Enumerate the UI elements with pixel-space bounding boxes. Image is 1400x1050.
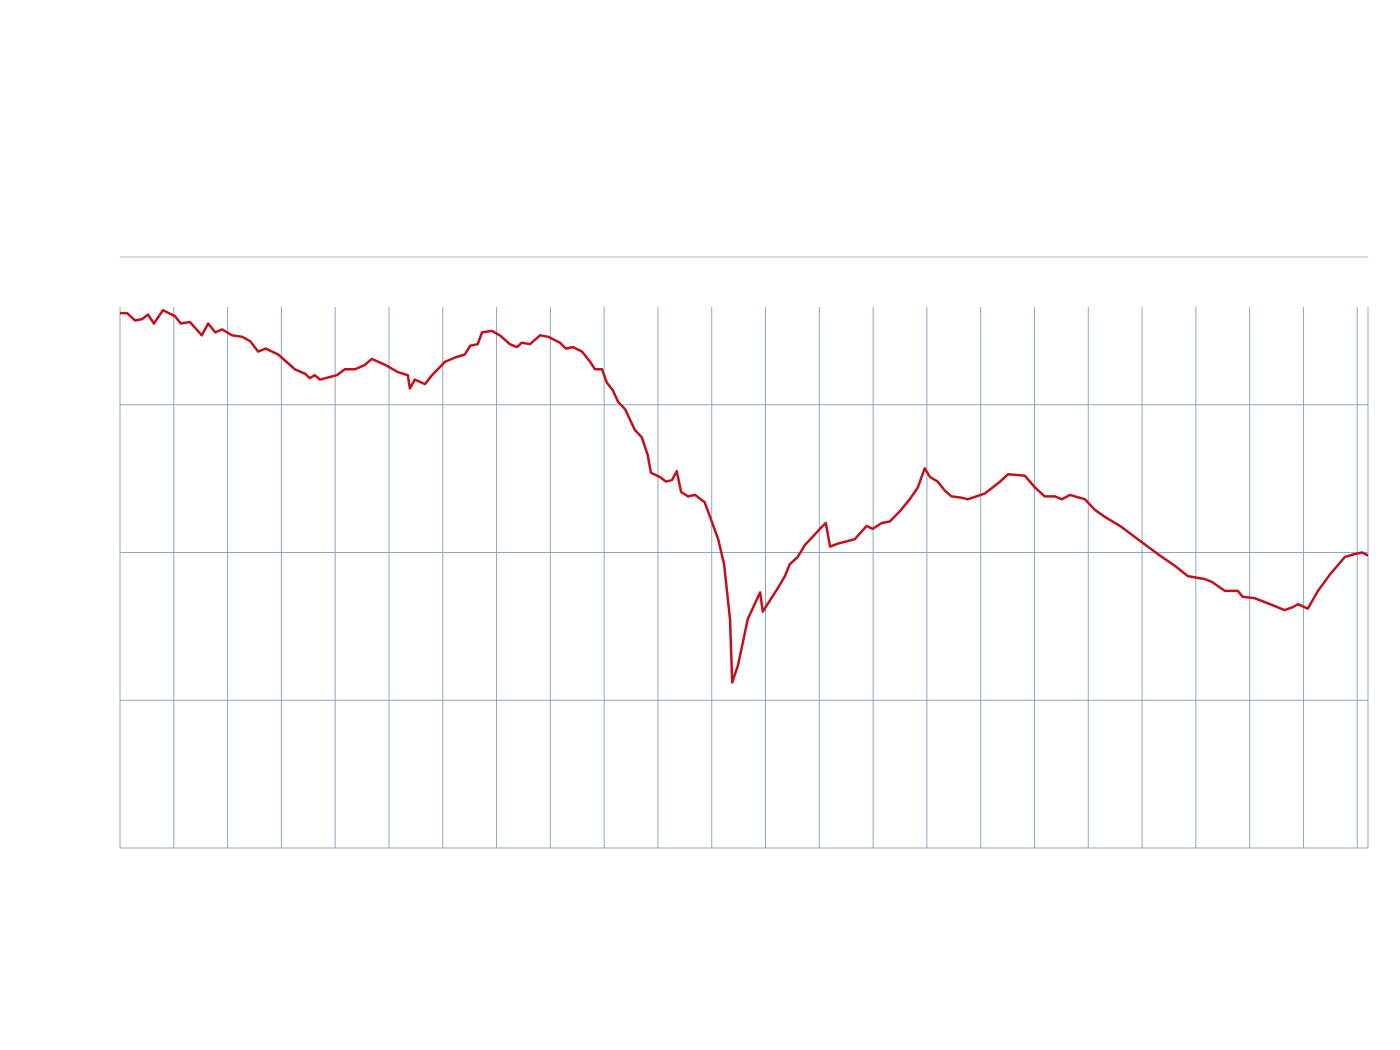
data-line [120,308,1369,684]
